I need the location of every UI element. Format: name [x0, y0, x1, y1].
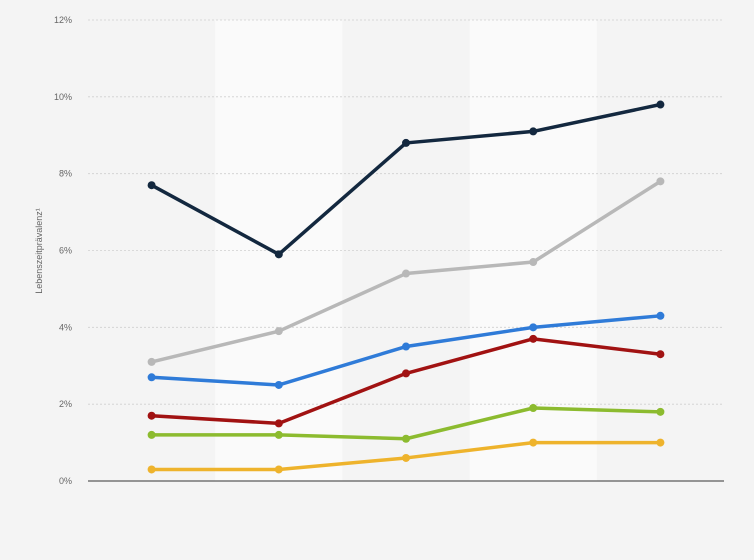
data-point[interactable] — [656, 350, 665, 359]
data-point[interactable] — [402, 434, 410, 443]
data-point[interactable] — [274, 430, 283, 439]
y-axis-label: Lebenszeitprävalenz¹ — [34, 208, 44, 294]
data-point[interactable] — [529, 334, 538, 343]
data-point[interactable] — [274, 380, 283, 389]
series-2 — [147, 177, 665, 366]
gridlines — [88, 19, 724, 405]
y-tick-label: 6% — [59, 246, 72, 256]
data-point[interactable] — [402, 269, 410, 278]
data-point[interactable] — [656, 177, 665, 186]
data-point[interactable] — [656, 100, 665, 109]
data-point[interactable] — [402, 453, 410, 462]
data-point[interactable] — [529, 438, 538, 447]
data-point[interactable] — [147, 357, 156, 366]
series-4 — [147, 334, 665, 428]
data-point[interactable] — [274, 250, 283, 259]
data-point[interactable] — [402, 342, 410, 351]
series-lines — [147, 100, 665, 474]
data-point[interactable] — [147, 373, 156, 382]
data-point[interactable] — [529, 127, 538, 136]
data-point[interactable] — [274, 327, 283, 336]
data-point[interactable] — [402, 369, 410, 378]
data-point[interactable] — [656, 438, 665, 447]
series-3 — [147, 311, 665, 389]
y-tick-label: 0% — [59, 476, 72, 486]
series-1 — [147, 100, 665, 259]
data-point[interactable] — [274, 419, 283, 428]
data-point[interactable] — [656, 311, 665, 320]
data-point[interactable] — [147, 411, 156, 420]
y-tick-label: 2% — [59, 399, 72, 409]
series-6 — [147, 438, 665, 474]
data-point[interactable] — [274, 465, 283, 474]
series-5 — [147, 404, 665, 443]
data-point[interactable] — [402, 138, 410, 147]
data-point[interactable] — [147, 430, 156, 439]
y-tick-label: 12% — [54, 15, 72, 25]
y-tick-label: 10% — [54, 92, 72, 102]
data-point[interactable] — [656, 407, 665, 416]
data-point[interactable] — [529, 404, 538, 413]
y-tick-label: 8% — [59, 169, 72, 179]
data-point[interactable] — [147, 181, 156, 190]
data-point[interactable] — [147, 465, 156, 474]
data-point[interactable] — [529, 258, 538, 267]
y-axis-ticks: 0% 2% 4% 6% 8% 10% 12% — [54, 15, 72, 486]
y-tick-label: 4% — [59, 322, 72, 332]
data-point[interactable] — [529, 323, 538, 332]
